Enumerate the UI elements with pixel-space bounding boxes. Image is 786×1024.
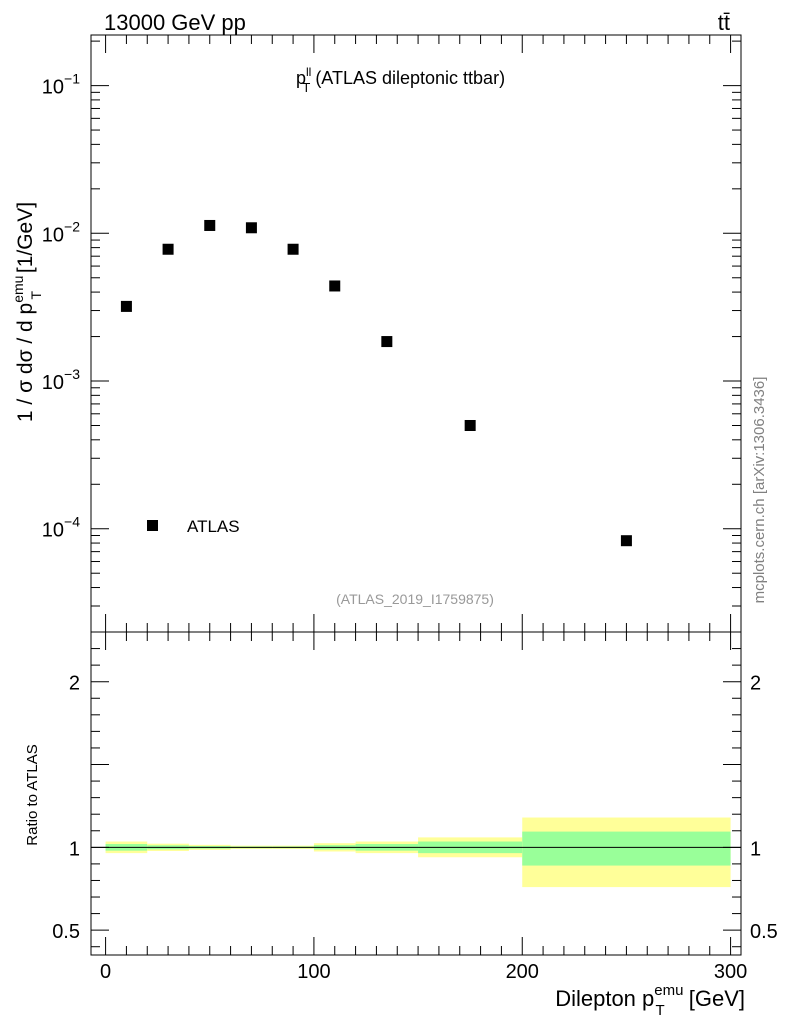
x-tick-label: 200 [506,961,539,983]
ytick-mantissa: 10 [42,520,64,542]
ratio-ytick-label-right: 1 [750,838,761,860]
data-points [120,219,632,547]
main-ytick-label: 10−3 [42,366,80,394]
data-point [287,243,299,255]
data-point [329,280,341,292]
ylabel-sub: T [28,291,44,300]
data-point [162,243,174,255]
x-tick-labels: 0 100 200 300 [100,961,747,983]
watermark: mcplots.cern.ch [arXiv:1306.3436] [751,377,768,604]
legend-marker-atlas [147,520,158,531]
main-ytick-label: 10−1 [42,71,80,99]
title-rest: (ATLAS dileptonic ttbar) [310,68,505,88]
main-frame [90,34,742,633]
header-process-label: tt̄ [718,10,730,35]
ratio-bands [105,817,731,888]
main-ytick-label: 10−4 [42,514,80,542]
ratio-ytick-labels-left: 0.5 1 2 [52,673,80,943]
ytick-exponent: −3 [64,366,80,382]
ratio-ytick-label-right: 0.5 [750,921,778,943]
ytick-exponent: −4 [64,514,80,530]
title-p: p [296,68,306,88]
ytick-exponent: −2 [64,218,80,234]
ratio-ytick-labels-right: 0.5 1 2 [750,673,778,943]
ratio-ytick-label-left: 1 [69,838,80,860]
x-axis-label: Dilepton pemu T [GeV] [555,982,745,1019]
title-sup: ll [306,65,311,79]
main-panel: pll T (ATLAS dileptonic ttbar) 1 / σ dσ /… [10,34,742,633]
ytick-mantissa: 10 [42,224,64,246]
main-ytick-labels: 10−110−210−310−4 [42,71,80,542]
ratio-band-inner [522,831,731,866]
ytick-mantissa: 10 [42,372,64,394]
ratio-ytick-label-left: 2 [69,673,80,695]
title-sub: T [302,80,310,95]
main-ticks [91,35,741,633]
ratio-y-label: Ratio to ATLAS [24,744,41,845]
legend-label-atlas: ATLAS [187,517,240,536]
ytick-exponent: −1 [64,71,80,87]
ratio-ytick-label-left: 0.5 [52,921,80,943]
main-ytick-label: 10−2 [42,218,80,246]
ytick-mantissa: 10 [42,77,64,99]
data-point [464,419,476,431]
panel-title: pll T (ATLAS dileptonic ttbar) [296,65,505,95]
ylabel-unit: [1/GeV] [14,202,37,279]
ratio-panel: Ratio to ATLAS 0.5 1 2 0.5 1 2 0 100 200 300 Di… [24,631,778,1019]
ratio-frame [90,631,742,956]
analysis-id-label: (ATLAS_2019_I1759875) [336,591,494,607]
data-point [381,336,393,348]
ylabel-main: 1 / σ dσ / d p [14,303,37,422]
x-tick-label: 300 [714,961,747,983]
ylabel-sup: emu [10,276,26,303]
xlabel-main: Dilepton p [555,986,654,1011]
data-point [620,535,632,547]
data-point [245,222,257,234]
xlabel-sup: emu [654,982,683,999]
header-collision-label: 13000 GeV pp [104,10,246,35]
x-tick-label: 0 [100,961,111,983]
main-y-label: 1 / σ dσ / d pemu T [1/GeV] [10,202,44,422]
xlabel-sub: T [655,1002,664,1019]
x-tick-label: 100 [297,961,330,983]
xlabel-unit: [GeV] [683,986,745,1011]
ratio-ytick-label-right: 2 [750,673,761,695]
ratio-ticks [91,631,741,955]
data-point [120,300,132,312]
data-point [204,219,216,231]
